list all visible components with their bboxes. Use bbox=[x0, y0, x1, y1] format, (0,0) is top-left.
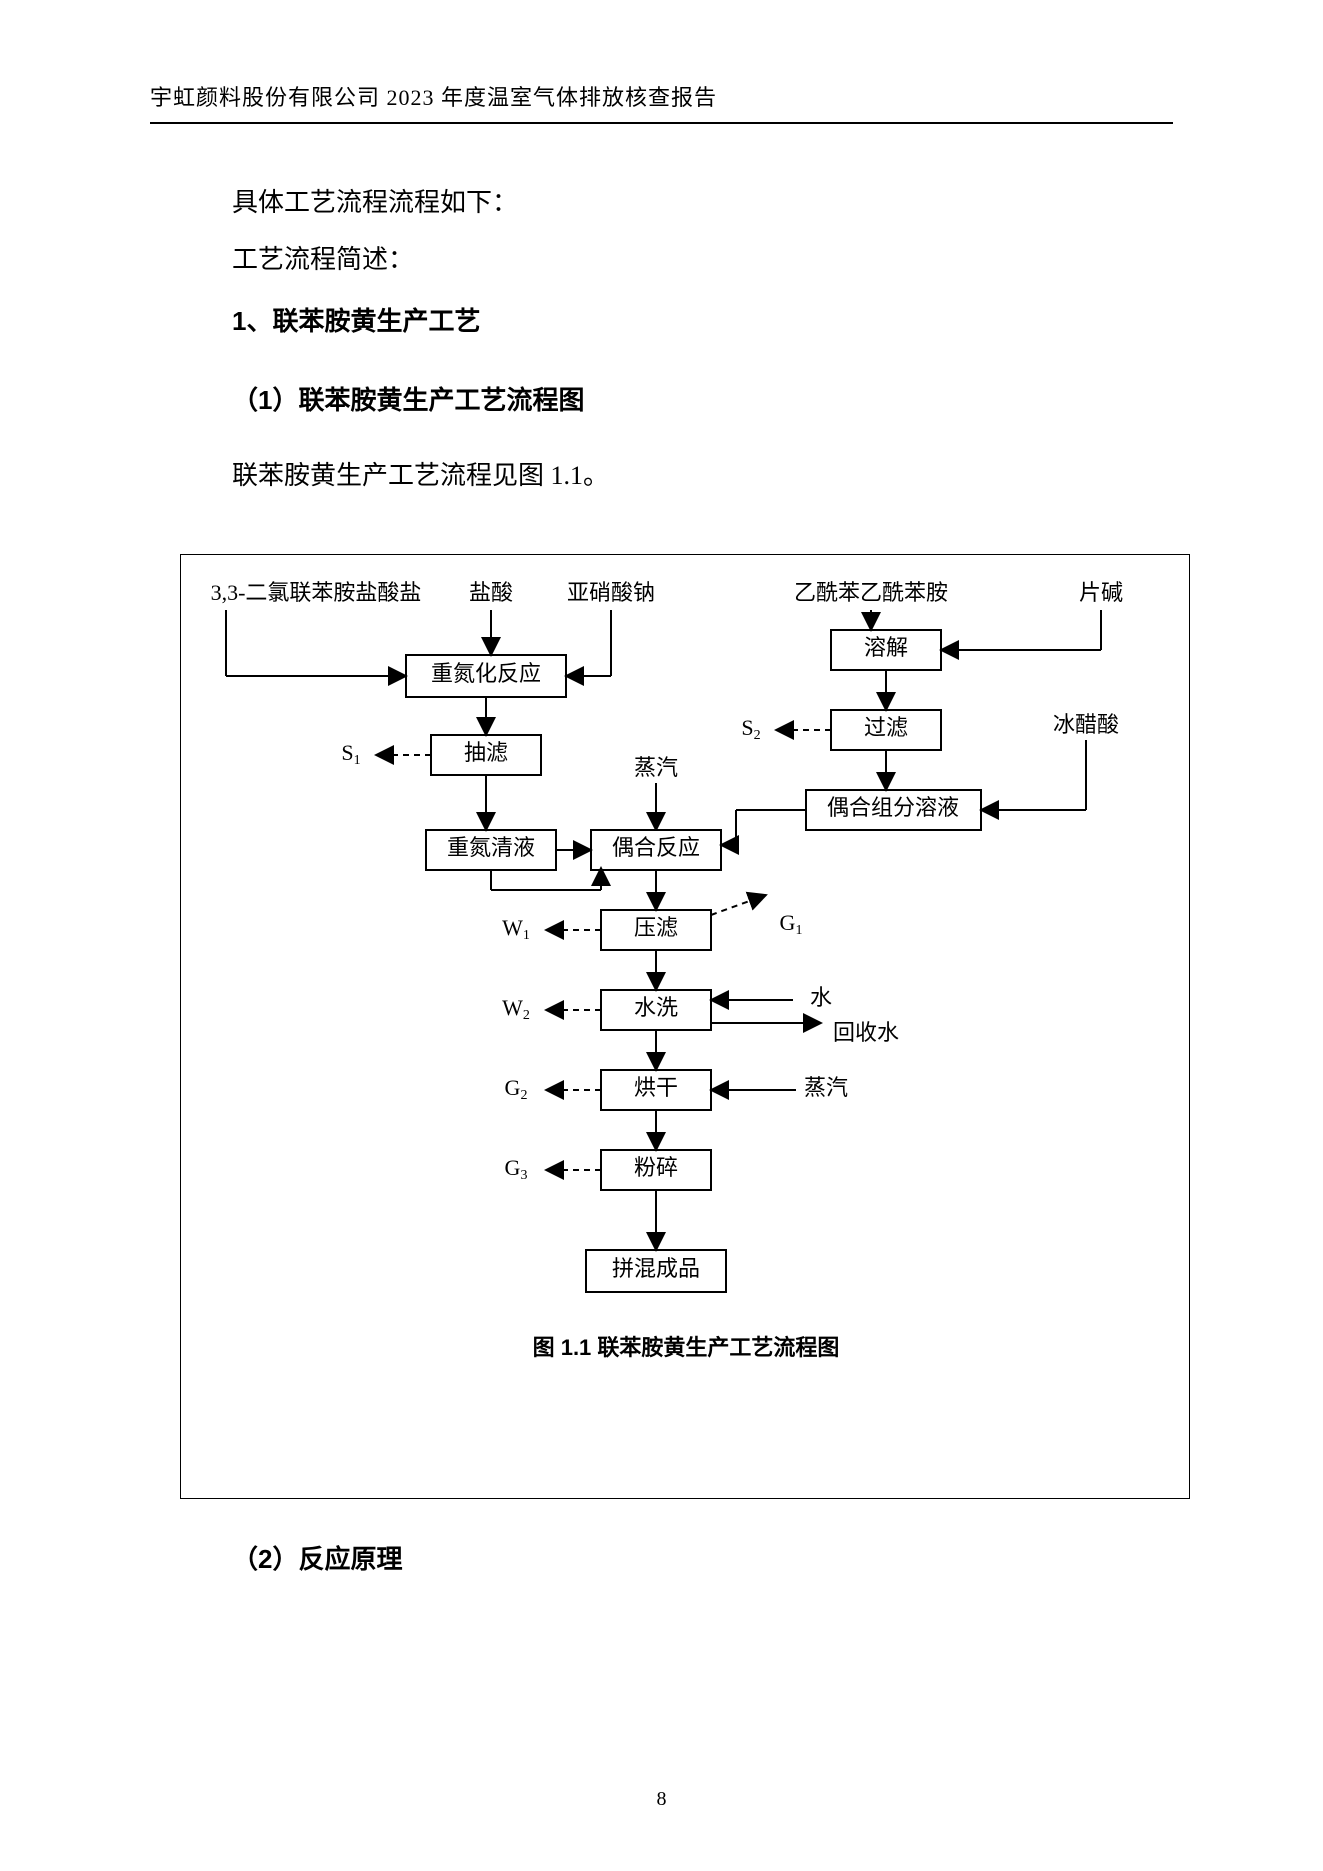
node-qingye-label: 重氮清液 bbox=[447, 835, 535, 860]
page-number: 8 bbox=[0, 1788, 1323, 1811]
label-w2: W2 bbox=[502, 995, 530, 1023]
label-g2: G2 bbox=[505, 1075, 528, 1103]
page-header: 宇虹颜料股份有限公司 2023 年度温室气体排放核查报告 bbox=[150, 80, 1173, 124]
label-g3: G3 bbox=[505, 1155, 528, 1183]
label-g1: G1 bbox=[780, 910, 803, 938]
node-pin-label: 拼混成品 bbox=[612, 1256, 700, 1281]
heading-1: 1、联苯胺黄生产工艺 bbox=[180, 288, 1173, 356]
label-steam-1: 蒸汽 bbox=[634, 755, 678, 780]
node-choulv-label: 抽滤 bbox=[464, 740, 508, 765]
label-input-2: 盐酸 bbox=[469, 580, 513, 605]
label-water: 水 bbox=[810, 985, 832, 1010]
para-2: 工艺流程简述： bbox=[180, 231, 1173, 288]
flowchart-caption: 图 1.1 联苯胺黄生产工艺流程图 bbox=[533, 1335, 840, 1360]
heading-2-1: （1）联苯胺黄生产工艺流程图 bbox=[180, 364, 1173, 437]
label-input-1: 3,3-二氯联苯胺盐酸盐 bbox=[211, 580, 422, 605]
para-3: 联苯胺黄生产工艺流程见图 1.1。 bbox=[180, 447, 1173, 504]
label-input-3: 亚硝酸钠 bbox=[567, 580, 655, 605]
para-1: 具体工艺流程流程如下： bbox=[180, 174, 1173, 231]
node-ouhe-sol-label: 偶合组分溶液 bbox=[827, 795, 959, 820]
label-s1: S1 bbox=[341, 740, 360, 768]
body: 具体工艺流程流程如下： 工艺流程简述： 1、联苯胺黄生产工艺 （1）联苯胺黄生产… bbox=[150, 124, 1173, 1576]
node-shuixi-label: 水洗 bbox=[634, 995, 678, 1020]
label-input-4: 乙酰苯乙酰苯胺 bbox=[794, 580, 948, 605]
node-fensui-label: 粉碎 bbox=[634, 1155, 678, 1180]
node-rongjie-label: 溶解 bbox=[864, 635, 908, 660]
node-guolv-label: 过滤 bbox=[864, 715, 908, 740]
node-yalv-label: 压滤 bbox=[634, 915, 678, 940]
label-acetic: 冰醋酸 bbox=[1053, 712, 1119, 737]
label-w1: W1 bbox=[502, 915, 530, 943]
node-chongdan-label: 重氮化反应 bbox=[431, 661, 541, 686]
label-s2: S2 bbox=[741, 715, 760, 743]
heading-2-2: （2）反应原理 bbox=[180, 1539, 1173, 1576]
label-input-5: 片碱 bbox=[1079, 580, 1123, 605]
header-title: 宇虹颜料股份有限公司 2023 年度温室气体排放核查报告 bbox=[150, 85, 717, 110]
flowchart-frame: 3,3-二氯联苯胺盐酸盐 盐酸 亚硝酸钠 乙酰苯乙酰苯胺 片碱 溶解 重氮化反应 bbox=[180, 554, 1190, 1499]
flowchart-svg: 3,3-二氯联苯胺盐酸盐 盐酸 亚硝酸钠 乙酰苯乙酰苯胺 片碱 溶解 重氮化反应 bbox=[181, 555, 1191, 1500]
label-recycle: 回收水 bbox=[833, 1020, 899, 1045]
label-steam-2: 蒸汽 bbox=[804, 1075, 848, 1100]
node-ouhe-label: 偶合反应 bbox=[612, 835, 700, 860]
node-honggan-label: 烘干 bbox=[634, 1075, 678, 1100]
